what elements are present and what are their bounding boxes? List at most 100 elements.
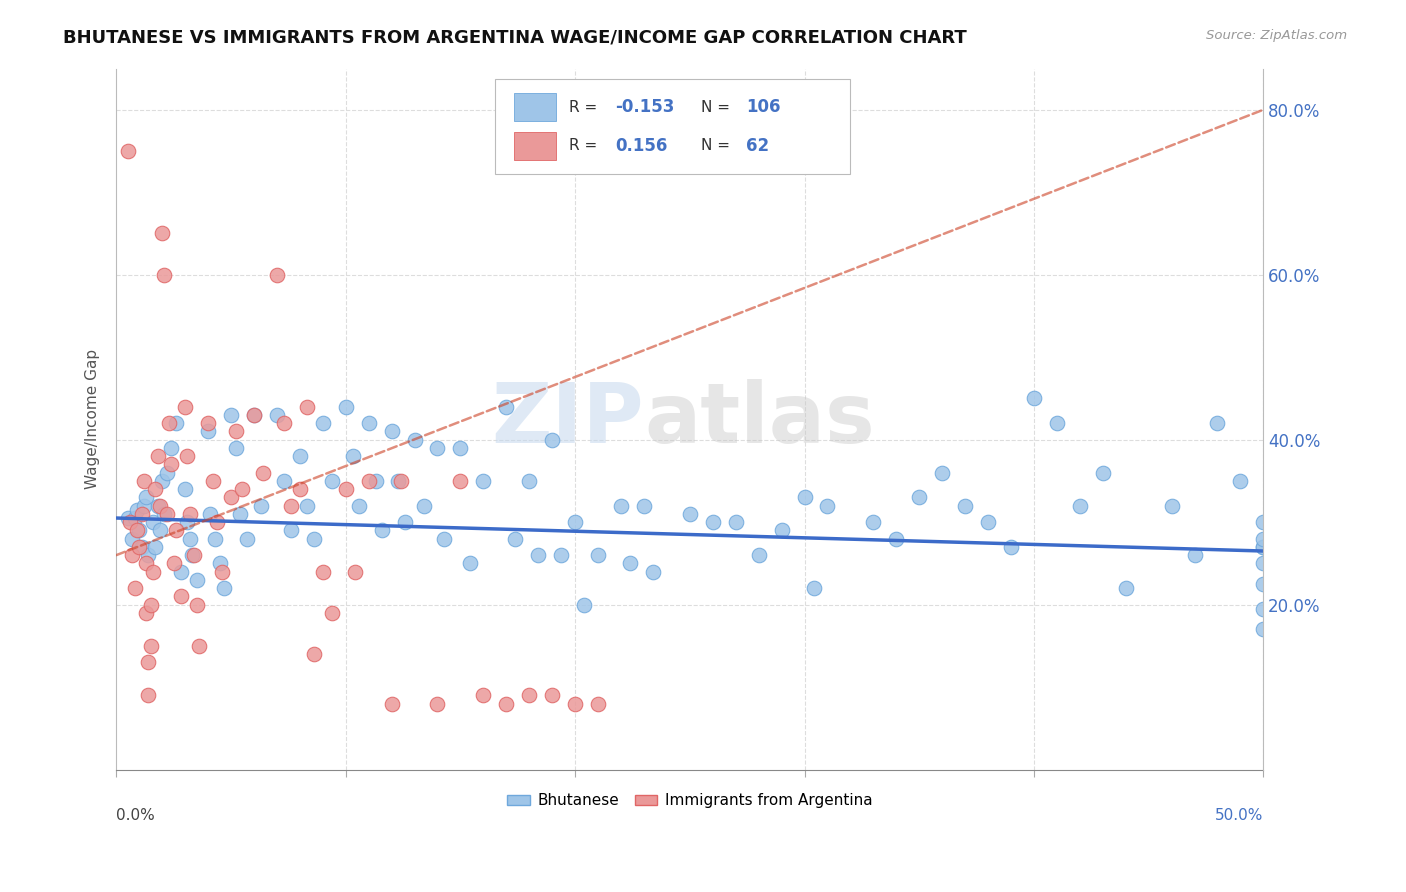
Point [266,408,288,422]
Point [550,548,572,562]
Point [266,268,288,282]
Point [505,532,527,546]
Point [273,474,295,488]
Point [1091,466,1114,480]
Point [1253,540,1275,554]
Point [404,433,426,447]
Point [249,499,271,513]
Point [679,507,702,521]
Point [1253,601,1275,615]
Point [619,557,641,571]
Point [389,474,412,488]
Point [165,524,187,538]
Point [150,227,173,241]
Text: 0.0%: 0.0% [117,808,155,823]
Point [160,458,183,472]
Point [125,503,148,517]
Point [449,474,471,488]
Point [138,656,160,670]
Point [541,433,564,447]
Point [150,474,173,488]
Point [953,499,976,513]
Point [236,532,259,546]
Point [128,524,150,538]
Point [1253,515,1275,529]
FancyBboxPatch shape [515,93,555,121]
Point [124,511,146,525]
Point [349,499,371,513]
Point [128,540,150,554]
Point [586,548,609,562]
Point [139,639,162,653]
Point [387,474,409,488]
Point [342,449,364,463]
Point [135,491,157,505]
Point [138,548,160,562]
Point [132,499,155,513]
Point [312,416,335,430]
Point [564,697,586,711]
Point [243,408,266,422]
Text: -0.153: -0.153 [616,98,675,116]
Point [211,565,233,579]
Point [139,598,162,612]
Point [1253,532,1275,546]
Point [183,548,205,562]
Point [288,482,311,496]
Point [541,689,564,703]
Point [302,532,325,546]
Point [117,144,139,158]
Point [280,524,302,538]
Point [176,515,198,529]
Text: N =: N = [702,100,735,114]
Legend: Bhutanese, Immigrants from Argentina: Bhutanese, Immigrants from Argentina [501,788,879,814]
Point [1253,623,1275,637]
FancyBboxPatch shape [515,132,555,160]
Point [458,557,481,571]
Point [564,515,586,529]
Text: atlas: atlas [644,378,875,459]
Text: Source: ZipAtlas.com: Source: ZipAtlas.com [1206,29,1347,42]
Point [160,441,183,455]
Point [169,565,191,579]
Point [135,557,157,571]
Text: R =: R = [569,100,603,114]
Point [633,499,655,513]
Point [212,581,235,595]
Text: 50.0%: 50.0% [1215,808,1264,823]
Point [131,540,153,554]
Point [1046,416,1069,430]
Point [156,507,179,521]
Point [201,474,224,488]
Point [931,466,953,480]
Point [174,482,197,496]
Point [186,573,208,587]
Point [1160,499,1182,513]
Point [187,639,209,653]
Point [472,689,495,703]
Point [321,606,343,620]
Text: R =: R = [569,138,603,153]
Point [770,524,793,538]
Point [312,565,335,579]
Point [343,565,366,579]
Point [225,425,247,439]
Point [371,524,394,538]
Point [146,449,169,463]
Point [208,557,231,571]
Point [1229,474,1251,488]
Point [273,416,295,430]
Point [426,697,449,711]
Point [288,449,311,463]
Point [295,499,318,513]
Point [1206,416,1229,430]
Point [335,482,357,496]
Point [380,697,402,711]
Text: 62: 62 [747,136,769,154]
Point [1022,392,1045,406]
Point [124,581,146,595]
Point [117,511,139,525]
Point [219,408,242,422]
Point [143,482,166,496]
Point [280,499,302,513]
